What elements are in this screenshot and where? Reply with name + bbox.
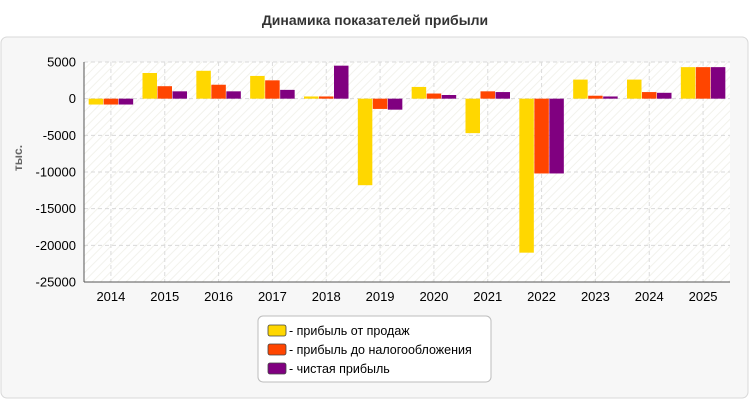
bar-2020-series-2 <box>426 93 442 99</box>
y-axis-label: тыс. <box>11 145 25 171</box>
y-tick-label: 0 <box>69 91 76 106</box>
legend-label: - прибыль от продаж <box>289 324 410 338</box>
y-tick-labels: 5000 0 -5000 -10000 -15000 -20000 -25000 <box>36 55 76 290</box>
x-tick-label: 2018 <box>312 289 341 304</box>
legend-box <box>257 315 492 383</box>
y-tick-label: -20000 <box>36 238 76 253</box>
bar-2023-series-3 <box>603 96 618 99</box>
bar-2023-series-2 <box>588 95 603 99</box>
bar-2014-series-2 <box>103 98 119 105</box>
y-tick-label: -10000 <box>36 165 76 180</box>
bar-2014-series-1 <box>88 98 104 105</box>
bar-2024-series-3 <box>657 92 672 99</box>
legend-swatch <box>267 343 287 356</box>
legend-label: - прибыль до налогообложения <box>289 343 472 357</box>
y-tick-label: 5000 <box>47 55 76 70</box>
axes <box>83 62 730 283</box>
bar-2020-series-3 <box>441 95 457 99</box>
bar-2021-series-1 <box>465 98 480 134</box>
bar-2016-series-2 <box>211 84 226 99</box>
y-tick-label: -15000 <box>36 201 76 216</box>
bar-2015-series-2 <box>157 86 172 99</box>
chart-title: Динамика показателей прибыли <box>262 12 488 28</box>
bar-2020-series-1 <box>411 86 427 99</box>
x-tick-label: 2015 <box>150 289 179 304</box>
bar-2018-series-1 <box>304 96 319 99</box>
x-tick-label: 2016 <box>204 289 233 304</box>
x-tick-label: 2019 <box>366 289 395 304</box>
x-tick-label: 2024 <box>635 289 664 304</box>
x-tick-label: 2023 <box>581 289 610 304</box>
bar-2025-series-2 <box>695 67 711 99</box>
bar-2017-series-1 <box>250 75 265 99</box>
y-tick-label: -25000 <box>36 275 76 290</box>
bar-2017-series-2 <box>265 80 280 99</box>
y-tick-label: -5000 <box>43 128 76 143</box>
x-tick-labels: 2014 2015 2016 2017 2018 2019 2020 2021 2022 2023… <box>96 289 717 304</box>
legend-label: - чистая прибыль <box>289 362 390 376</box>
bar-2025-series-3 <box>710 67 726 99</box>
bar-2016-series-1 <box>196 70 211 99</box>
bar-2022-series-3 <box>549 98 564 174</box>
bar-2018-series-3 <box>334 65 349 99</box>
bar-2015-series-3 <box>172 91 187 99</box>
bars <box>88 65 726 253</box>
bar-2019-series-3 <box>387 98 403 110</box>
x-tick-label: 2025 <box>689 289 718 304</box>
bar-2022-series-2 <box>534 98 549 174</box>
bar-2018-series-2 <box>319 96 334 99</box>
bar-2019-series-1 <box>357 98 373 186</box>
bar-2019-series-2 <box>372 98 388 109</box>
x-tick-label: 2020 <box>419 289 448 304</box>
bar-2015-series-1 <box>142 73 157 99</box>
bar-2016-series-3 <box>226 91 241 99</box>
bar-2023-series-1 <box>573 79 588 99</box>
x-tick-label: 2021 <box>473 289 502 304</box>
legend-swatch <box>267 324 287 337</box>
x-tick-label: 2014 <box>96 289 125 304</box>
bar-2022-series-1 <box>519 98 534 253</box>
x-tick-label: 2022 <box>527 289 556 304</box>
bar-2024-series-2 <box>642 92 657 99</box>
bar-2021-series-3 <box>495 92 510 99</box>
legend: - прибыль от продаж - прибыль до налогооб… <box>257 315 492 383</box>
bar-2025-series-1 <box>680 67 696 99</box>
legend-swatch <box>267 362 287 375</box>
bar-2021-series-2 <box>480 91 495 99</box>
x-tick-label: 2017 <box>258 289 287 304</box>
bar-2024-series-1 <box>627 79 642 99</box>
bar-2014-series-3 <box>118 98 134 105</box>
bar-2017-series-3 <box>280 89 295 99</box>
